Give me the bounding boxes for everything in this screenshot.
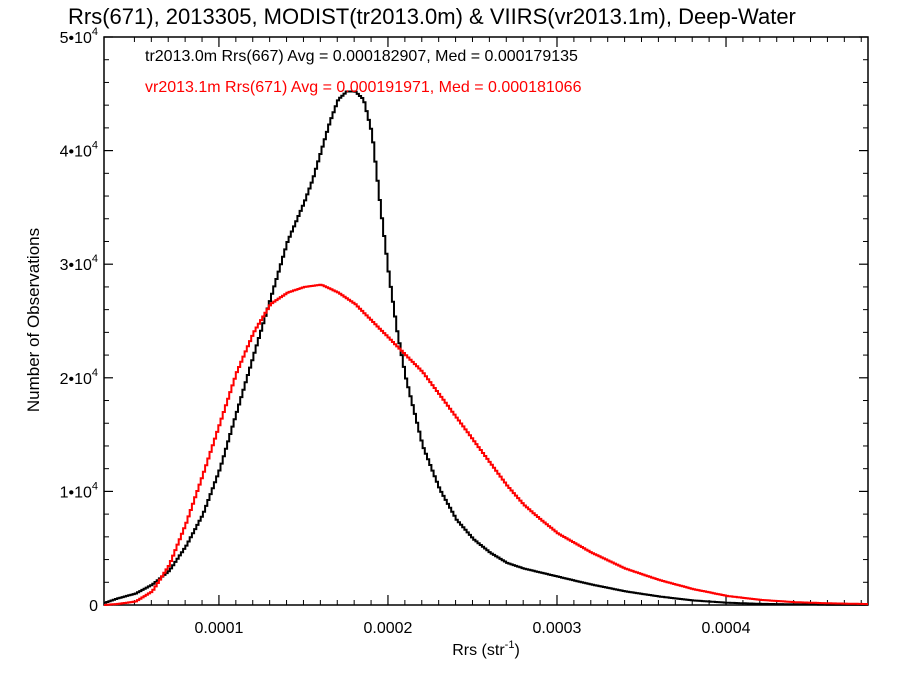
- series-layer: [104, 90, 868, 606]
- y-tick-label-exponent: 4: [92, 140, 98, 152]
- annotation-modist-stats: tr2013.0m Rrs(667) Avg = 0.000182907, Me…: [145, 48, 578, 65]
- y-axis-label: Number of Observations: [24, 228, 43, 412]
- x-tick-label: 0.0004: [702, 620, 751, 637]
- y-tick-label: 4•104: [60, 140, 98, 161]
- y-tick-label-exponent: 4: [92, 253, 98, 265]
- y-tick-label-base: 1•10: [60, 484, 92, 501]
- x-axis-label-exponent: -1: [505, 639, 515, 651]
- x-tick-label: 0.0002: [363, 620, 412, 637]
- x-tick-label: 0.0001: [194, 620, 243, 637]
- y-tick-label: 5•104: [60, 26, 98, 47]
- x-axis-label-main: Rrs (str: [452, 642, 505, 659]
- y-tick-label-exponent: 4: [92, 367, 98, 379]
- annotation-viirs-stats: vr2013.1m Rrs(671) Avg = 0.000191971, Me…: [145, 79, 582, 96]
- y-tick-label: 1•104: [60, 480, 98, 501]
- y-tick-label-base: 5•10: [60, 30, 92, 47]
- series-0-line: [104, 90, 868, 606]
- x-tick-label: 0.0003: [533, 620, 582, 637]
- y-tick-label-base: 3•10: [60, 257, 92, 274]
- y-tick-label-exponent: 4: [92, 480, 98, 492]
- y-tick-label-base: 2•10: [60, 371, 92, 388]
- x-axis-label: Rrs (str-1): [452, 639, 520, 659]
- series-1-line: [104, 283, 868, 606]
- y-tick-label: 3•104: [60, 253, 98, 274]
- x-axis-label-suffix: ): [514, 642, 519, 659]
- y-tick-label-base: 0: [89, 598, 98, 615]
- chart-title: Rrs(671), 2013305, MODIST(tr2013.0m) & V…: [68, 4, 796, 29]
- axes-frame: [103, 36, 869, 606]
- y-tick-label-base: 4•10: [60, 144, 92, 161]
- x-axis-ticks: 0.0001 0.0002 0.0003 0.0004: [133, 37, 862, 637]
- y-tick-label: 2•104: [60, 367, 98, 388]
- y-tick-label-exponent: 4: [92, 26, 98, 38]
- plot-frame: [103, 36, 869, 606]
- y-tick-label: 0: [89, 598, 98, 615]
